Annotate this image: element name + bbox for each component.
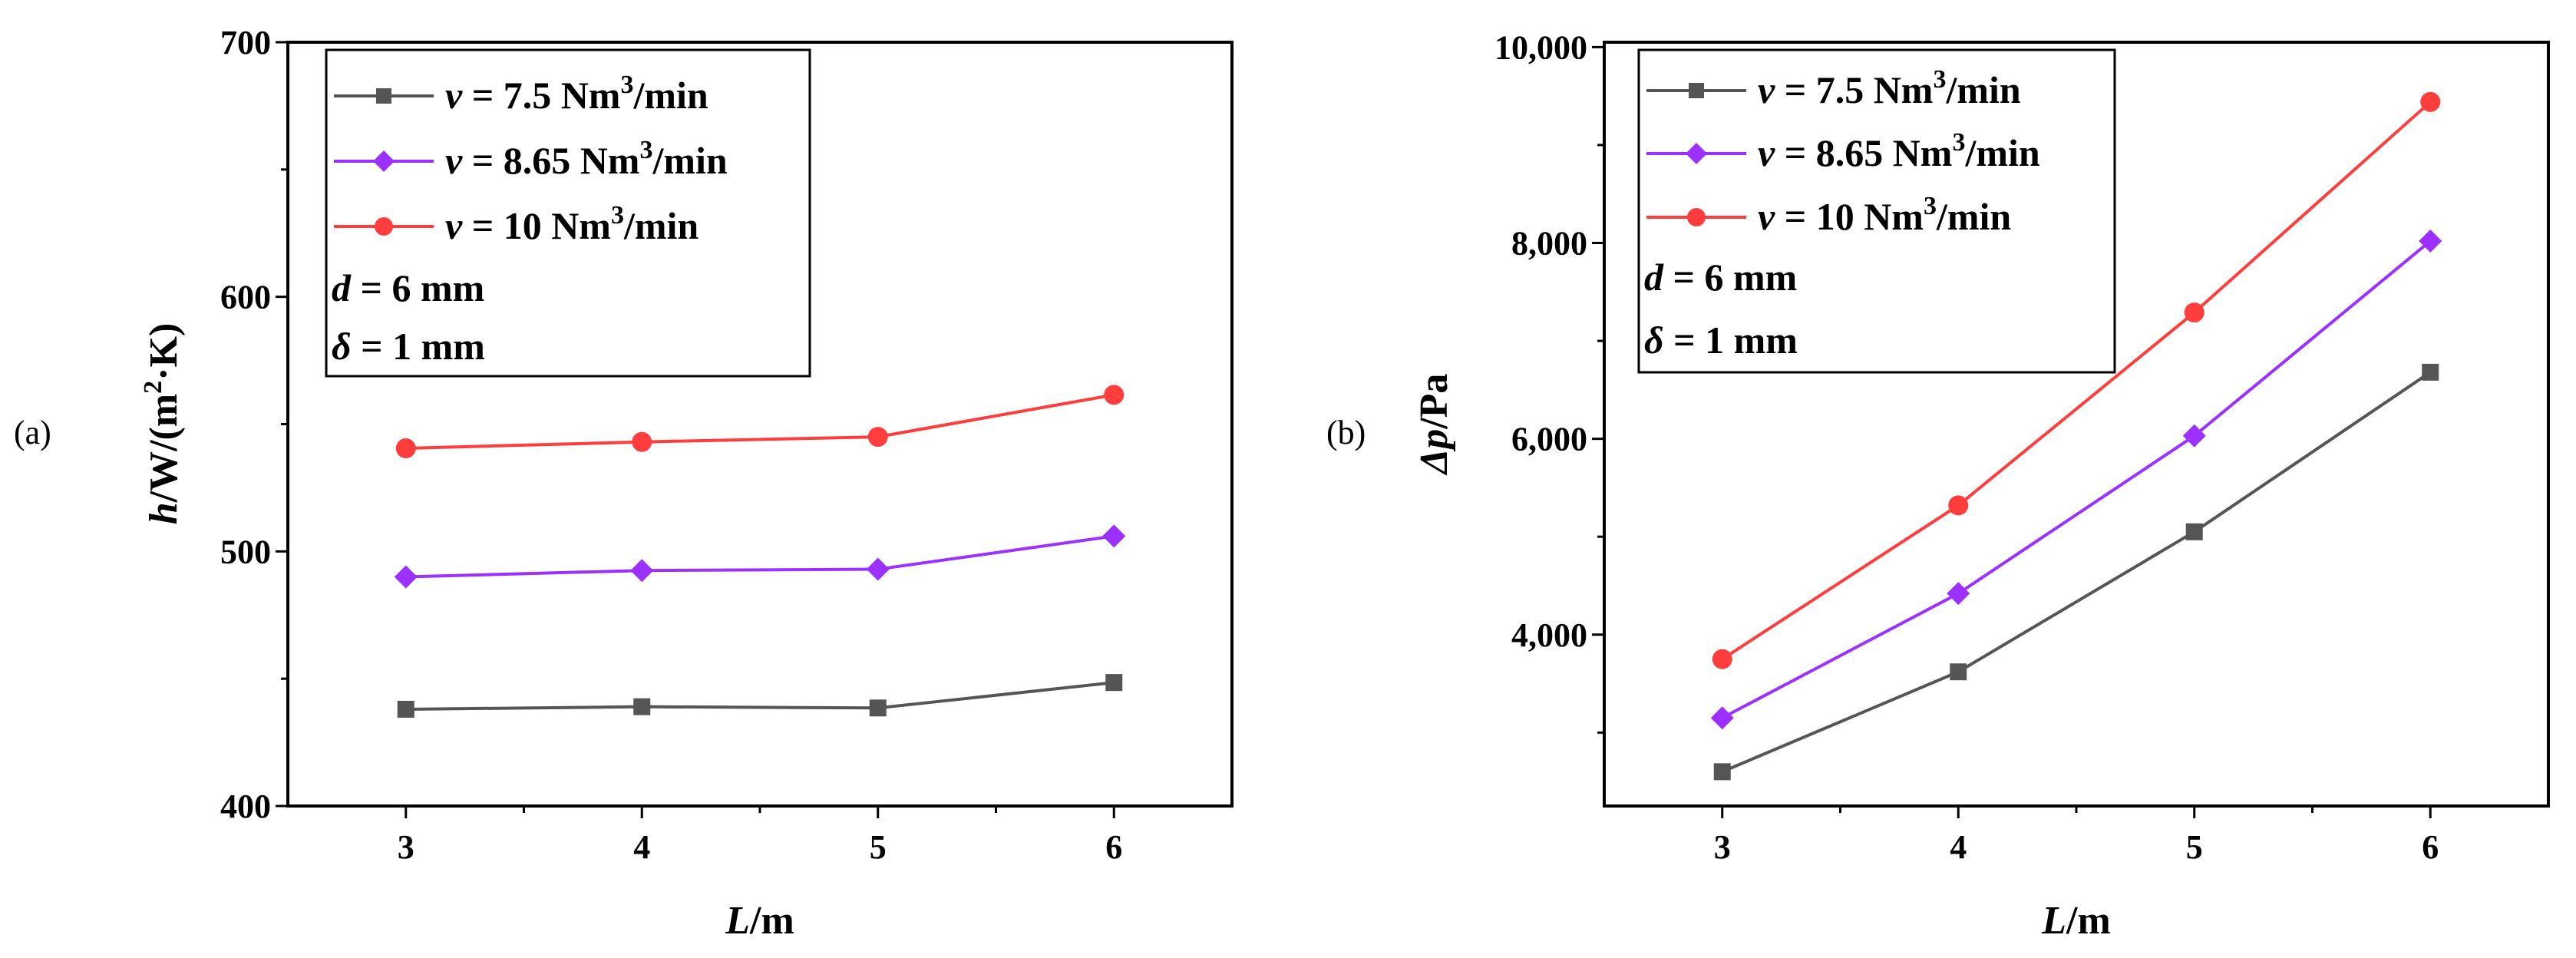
series-line-b-v75 [1721, 371, 2432, 774]
data-point-b-v75-3 [2422, 363, 2439, 381]
legend-label-b-v75: v = 7.5 Nm3/min [1758, 65, 2021, 111]
x-tick-label-a-0: 3 [398, 828, 414, 866]
x-tick-label-b-2: 5 [2186, 828, 2203, 866]
legend-marker-b-v865 [1686, 143, 1707, 164]
data-point-b-v10-3 [2420, 91, 2441, 112]
data-point-b-v865-0 [1710, 706, 1734, 730]
axis-ticks-a: 400 500 600 700 3 4 5 6 [220, 24, 1122, 866]
legend-marker-a-v10 [375, 217, 393, 236]
data-point-a-v10-1 [632, 431, 652, 452]
data-point-a-v75-3 [1105, 674, 1123, 692]
series-markers-a [394, 385, 1126, 718]
data-point-b-v10-0 [1712, 649, 1732, 669]
legend-label-a-v75: v = 7.5 Nm3/min [445, 71, 708, 117]
legend-b: v = 7.5 Nm3/min v = 8.65 Nm3/min v = 10 … [1637, 48, 2116, 374]
y-tick-label-a-3: 700 [220, 24, 271, 61]
data-point-a-v10-0 [395, 438, 416, 459]
data-point-a-v865-2 [866, 557, 890, 581]
x-tick-label-a-3: 6 [1105, 828, 1122, 866]
data-point-a-v865-3 [1102, 524, 1126, 548]
x-tick-label-b-0: 3 [1714, 828, 1731, 866]
x-tick-label-a-2: 5 [870, 828, 887, 866]
y-axis-label-b: Δp/Pa [1412, 374, 1456, 476]
axis-ticks-b: 4,000 6,000 8,000 10,000 3 4 5 6 [1494, 28, 2439, 866]
legend-note-b-d: d = 6 mm [1644, 256, 1797, 299]
legend-label-a-v865: v = 8.65 Nm3/min [445, 136, 728, 182]
data-point-a-v75-1 [633, 698, 651, 715]
y-tick-label-b-1: 6,000 [1511, 421, 1587, 458]
series-lines-a [405, 393, 1115, 711]
legend-label-b-v865: v = 8.65 Nm3/min [1758, 128, 2040, 174]
series-line-a-v10 [405, 393, 1115, 451]
data-point-a-v75-2 [869, 699, 887, 717]
data-point-b-v75-1 [1950, 663, 1967, 681]
legend-marker-a-v75 [376, 88, 391, 104]
legend-a: v = 7.5 Nm3/min v = 8.65 Nm3/min v = 10 … [325, 48, 811, 378]
data-point-b-v865-2 [2182, 424, 2206, 448]
y-tick-label-a-2: 600 [220, 279, 271, 316]
data-point-a-v865-0 [394, 565, 418, 589]
x-tick-label-a-1: 4 [633, 828, 650, 866]
legend-marker-b-v75 [1689, 83, 1704, 98]
data-point-b-v865-3 [2419, 229, 2442, 253]
x-axis-label-b: L/m [2041, 899, 2111, 943]
data-point-a-v10-3 [1104, 385, 1125, 405]
legend-entry-a-v75: v = 7.5 Nm3/min [334, 71, 708, 117]
legend-label-b-v10: v = 10 Nm3/min [1758, 192, 2011, 238]
data-point-b-v75-2 [2185, 523, 2203, 540]
data-point-b-v10-2 [2184, 302, 2204, 323]
legend-entry-b-v75: v = 7.5 Nm3/min [1646, 65, 2021, 111]
legend-box-b [1637, 48, 2116, 374]
legend-label-a-v10: v = 10 Nm3/min [445, 201, 698, 247]
series-line-b-v865 [1721, 240, 2432, 719]
series-markers-b [1710, 91, 2442, 781]
x-axis-label-a: L/m [725, 899, 794, 943]
y-tick-label-a-1: 500 [220, 533, 271, 570]
legend-box-a [325, 48, 811, 378]
y-tick-label-b-3: 10,000 [1494, 28, 1587, 66]
data-point-b-v865-1 [1947, 582, 1970, 606]
y-tick-label-b-2: 8,000 [1511, 225, 1587, 263]
y-tick-label-a-0: 400 [220, 788, 271, 825]
series-lines-b [1721, 101, 2432, 774]
legend-note-a-delta: δ = 1 mm [332, 325, 485, 368]
data-point-b-v10-1 [1948, 495, 1969, 516]
chart-panel-a: (a) 400 500 600 700 3 4 5 6 h/W/(m2·K) L/m v = … [14, 24, 1234, 943]
data-point-a-v865-1 [630, 559, 654, 583]
y-tick-label-b-0: 4,000 [1511, 616, 1587, 654]
series-line-b-v10 [1721, 101, 2432, 661]
data-point-a-v10-2 [867, 427, 888, 448]
x-tick-label-b-1: 4 [1950, 828, 1967, 866]
x-tick-label-b-3: 6 [2422, 828, 2439, 866]
legend-note-a-d: d = 6 mm [332, 266, 484, 309]
data-point-b-v75-0 [1713, 763, 1731, 781]
series-line-a-v75 [405, 681, 1115, 711]
legend-entry-a-v10: v = 10 Nm3/min [334, 201, 698, 247]
legend-note-b-delta: δ = 1 mm [1644, 319, 1798, 362]
legend-marker-b-v10 [1687, 208, 1706, 226]
y-axis-label-a: h/W/(m2·K) [139, 323, 186, 525]
legend-entry-b-v10: v = 10 Nm3/min [1646, 192, 2011, 238]
series-line-a-v865 [405, 534, 1115, 579]
legend-entry-a-v865: v = 8.65 Nm3/min [334, 136, 728, 182]
legend-entry-b-v865: v = 8.65 Nm3/min [1646, 128, 2040, 174]
panel-label-b: (b) [1326, 414, 1366, 451]
legend-marker-a-v865 [373, 150, 395, 172]
panel-label-a: (a) [14, 414, 51, 451]
data-point-a-v75-0 [397, 700, 414, 718]
